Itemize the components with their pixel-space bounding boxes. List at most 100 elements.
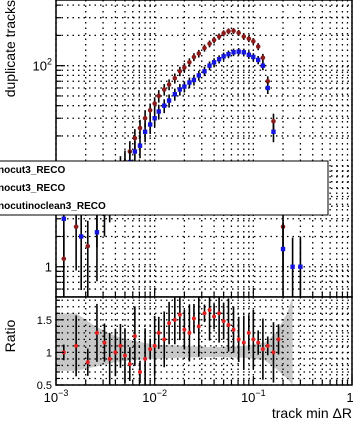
ratio-point	[148, 347, 153, 352]
data-point	[246, 36, 252, 42]
y-tick-base: 1	[45, 260, 52, 275]
ratio-point	[256, 340, 261, 345]
ratio-point	[132, 334, 137, 339]
data-point	[132, 135, 138, 141]
data-point	[271, 118, 276, 124]
ratio-point	[226, 323, 231, 328]
data-point	[202, 45, 207, 51]
ratio-point	[156, 330, 161, 335]
legend-entry-2: nocut3_RECO	[0, 183, 65, 194]
data-point	[137, 125, 143, 131]
data-point	[182, 65, 187, 70]
ratio-point	[102, 340, 107, 345]
ratio-point	[74, 343, 79, 348]
legend-entry-1: nocut3_RECO	[0, 165, 65, 176]
y-tick-label: 1	[45, 260, 52, 275]
ratio-point	[177, 312, 182, 317]
data-point	[156, 109, 161, 114]
x-axis-title: track min ΔR	[272, 405, 352, 421]
x-tick-label: 10−3	[44, 388, 69, 405]
data-point	[216, 56, 222, 62]
data-point	[94, 230, 100, 235]
x-tick-base: 10	[241, 390, 255, 405]
ratio-point	[221, 319, 226, 324]
data-point	[172, 92, 178, 97]
data-point	[255, 57, 261, 63]
x-tick-exponent: −3	[58, 388, 68, 398]
main-panel: 102 1 duplicate tracks	[2, 0, 353, 298]
main-y-tick-labels: 102 1	[33, 57, 52, 275]
data-point	[255, 44, 261, 49]
data-point	[221, 30, 226, 36]
ratio-point	[152, 343, 157, 348]
data-point	[202, 69, 207, 74]
data-point	[236, 49, 241, 54]
ratio-point	[127, 362, 132, 367]
data-point	[85, 243, 91, 249]
x-tick-base: 10	[44, 390, 58, 405]
data-point	[73, 224, 79, 230]
ratio-point	[231, 327, 236, 332]
data-point	[260, 63, 266, 68]
ratio-point	[246, 330, 251, 335]
ratio-point	[202, 311, 207, 316]
x-tick-label: 1	[346, 390, 353, 405]
ratio-point	[251, 337, 256, 342]
legend-entry-3: nocutinoclean3_RECO	[0, 201, 106, 212]
data-point	[196, 73, 201, 78]
data-point	[177, 87, 183, 92]
data-point	[231, 28, 236, 34]
x-tick-labels: 10−3 10−2 10−1 1	[44, 388, 354, 405]
ratio-point	[217, 311, 222, 316]
data-point	[142, 129, 148, 134]
data-point	[61, 256, 67, 262]
data-point	[156, 93, 162, 99]
ratio-tick-marks	[55, 299, 353, 386]
ratio-series	[61, 297, 281, 385]
data-point	[191, 77, 197, 83]
x-tick-exponent: −2	[157, 388, 167, 398]
ratio-point	[276, 337, 281, 342]
ratio-point	[191, 316, 196, 321]
data-point	[290, 264, 295, 269]
ratio-point	[207, 308, 212, 313]
ratio-point	[122, 353, 127, 358]
ratio-point	[236, 337, 241, 342]
data-point	[251, 38, 256, 44]
data-point	[265, 78, 271, 84]
data-point	[280, 246, 286, 252]
data-point	[166, 82, 172, 87]
data-point	[187, 80, 192, 85]
data-point	[271, 129, 276, 134]
ratio-point	[241, 340, 246, 345]
ratio-point	[212, 314, 217, 319]
ratio-point	[167, 321, 172, 326]
ratio-point	[265, 343, 270, 348]
data-point	[231, 50, 236, 55]
data-point	[196, 51, 202, 56]
ratio-series-1	[61, 297, 281, 385]
x-tick-base: 1	[346, 390, 353, 405]
data-point	[251, 54, 256, 60]
data-point	[147, 122, 153, 127]
data-point	[182, 84, 187, 89]
ratio-plot-frame	[55, 296, 353, 386]
data-point	[132, 149, 138, 154]
ratio-point	[162, 337, 167, 342]
ratio-point	[172, 317, 177, 322]
data-point	[162, 103, 167, 108]
data-point	[226, 28, 231, 34]
main-tick-marks	[55, 4, 353, 298]
data-point	[61, 216, 67, 221]
data-point	[265, 85, 270, 91]
data-point	[216, 34, 222, 39]
data-point	[152, 101, 157, 106]
ratio-panel: 0.5 1 1.5 Ratio	[2, 296, 353, 392]
ratio-point	[196, 324, 201, 329]
x-tick-label: 10−1	[241, 388, 266, 405]
ratio-point	[107, 356, 112, 361]
ratio-point	[118, 343, 123, 348]
ratio-point	[85, 360, 90, 365]
data-point	[211, 37, 217, 43]
data-point	[147, 107, 153, 113]
